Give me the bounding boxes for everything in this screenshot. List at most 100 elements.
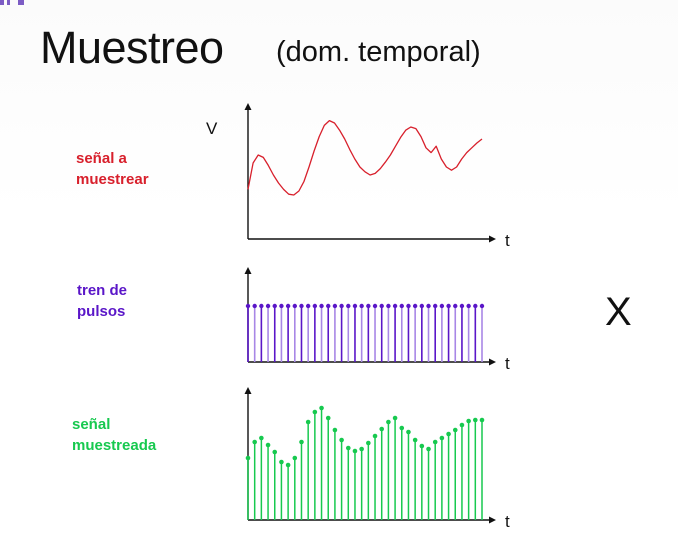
sample-dot	[245, 455, 251, 461]
pulse-train-label: tren de pulsos	[77, 280, 127, 322]
corner-mark	[0, 0, 30, 5]
sampled-signal-plot-t-label: t	[505, 512, 510, 531]
corner-mark-bar	[0, 0, 4, 5]
pulse-dot	[479, 303, 485, 309]
sampled-signal-plot: t	[244, 387, 510, 531]
pulse-dot	[433, 303, 438, 309]
signal-plot-v-label: V	[206, 119, 218, 138]
pulse-dot	[399, 303, 404, 309]
sample-dot	[386, 419, 391, 425]
pulse-dot	[332, 303, 338, 309]
pulse-dot	[312, 303, 318, 309]
pulse-dot	[372, 303, 378, 309]
sample-dot	[345, 445, 351, 451]
sample-dot	[392, 415, 398, 421]
sample-dot	[359, 446, 364, 452]
pulse-dot	[406, 303, 411, 309]
signal-plot-t-label: t	[505, 231, 510, 250]
signal-label-line-2: muestrear	[76, 171, 149, 188]
sample-dot	[432, 439, 438, 445]
pulse-dot	[426, 303, 431, 309]
sampled-signal-label-line-1: señal	[72, 416, 111, 433]
sampled-signal-label-line-2: muestreada	[72, 437, 157, 454]
pulse-dot	[392, 303, 398, 309]
signal-plot-x-arrow	[489, 235, 496, 243]
sample-dot	[325, 415, 331, 421]
pulse-dot	[259, 303, 264, 309]
sample-dot	[279, 459, 284, 465]
pulse-dot	[366, 303, 371, 309]
sample-dot	[406, 429, 411, 435]
sample-dot	[452, 427, 458, 433]
pulse-dot	[319, 303, 324, 309]
slide-subtitle: (dom. temporal)	[276, 36, 481, 68]
pulse-dot	[285, 303, 291, 309]
sample-dot	[466, 418, 471, 424]
pulse-dot	[252, 303, 257, 309]
sample-dot	[252, 439, 257, 445]
corner-mark-bar	[7, 0, 10, 5]
pulse-dot	[339, 303, 344, 309]
sample-dot	[446, 431, 451, 437]
pulse-dot	[346, 303, 351, 309]
pulse-dot	[439, 303, 445, 309]
sample-dot	[299, 439, 304, 445]
sample-dot	[426, 446, 431, 452]
pulse-dot	[419, 303, 425, 309]
pulse-dot	[412, 303, 418, 309]
sampled-signal-label: señal muestreada	[72, 414, 156, 456]
pulse-train-label-line-2: pulsos	[77, 303, 126, 320]
sample-dot	[292, 455, 298, 461]
pulse-dot	[453, 303, 458, 309]
sample-dot	[399, 425, 405, 431]
signal-curve	[247, 119, 483, 196]
pulse-dot	[292, 303, 297, 309]
sample-dot	[473, 417, 478, 423]
slide-title: Muestreo	[40, 22, 224, 73]
pulse-dot	[473, 303, 478, 309]
signal-plot: Vt	[206, 103, 510, 250]
pulse-dot	[446, 303, 451, 309]
sample-dot	[259, 435, 264, 441]
sample-dot	[366, 440, 371, 446]
pulse-dot	[326, 303, 331, 309]
sample-dot	[285, 462, 291, 468]
sample-dot	[339, 437, 344, 443]
pulse-dot	[305, 303, 311, 309]
sample-dot	[372, 433, 378, 439]
sample-dot	[272, 449, 278, 455]
corner-mark-bar	[18, 0, 24, 5]
pulse-dot	[265, 303, 271, 309]
pulse-dot	[299, 303, 304, 309]
sample-dot	[319, 405, 324, 411]
signal-label-line-1: señal a	[76, 150, 127, 167]
sample-dot	[412, 437, 418, 443]
multiplication-sign: X	[605, 290, 632, 334]
sample-dot	[439, 435, 445, 441]
pulse-dot	[279, 303, 284, 309]
sample-dot	[332, 427, 338, 433]
sampled-signal-plot-x-arrow	[489, 516, 496, 524]
pulse-dot	[459, 303, 465, 309]
sample-dot	[305, 419, 311, 425]
sample-dot	[312, 409, 318, 415]
pulse-dot	[272, 303, 277, 309]
signal-plot-y-arrow	[244, 103, 252, 110]
pulse-dot	[386, 303, 391, 309]
pulse-train-plot-y-arrow	[244, 267, 252, 274]
pulse-train-label-line-1: tren de	[77, 282, 128, 299]
sample-dot	[479, 417, 485, 423]
signal-label: señal a muestrear	[76, 148, 149, 190]
pulse-dot	[352, 303, 358, 309]
pulse-dot	[466, 303, 471, 309]
sample-dot	[379, 426, 385, 432]
pulse-train-plot: t	[244, 267, 510, 373]
sample-dot	[419, 443, 425, 449]
sample-dot	[352, 448, 358, 454]
pulse-dot	[245, 303, 251, 309]
sample-dot	[459, 422, 465, 428]
pulse-dot	[379, 303, 384, 309]
sampled-signal-plot-y-arrow	[244, 387, 252, 394]
